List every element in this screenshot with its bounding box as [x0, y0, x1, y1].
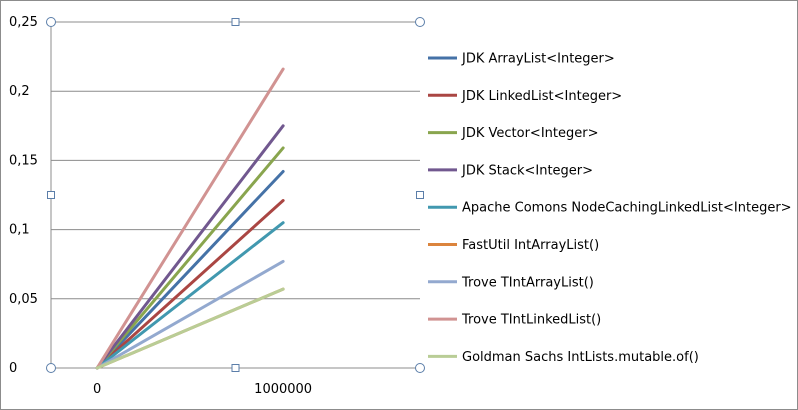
y-tick-label: 0,25: [9, 15, 38, 30]
legend-item: JDK LinkedList<Integer>: [428, 89, 622, 104]
series-lines: [95, 67, 285, 370]
legend-label: Trove TIntArrayList(): [461, 275, 594, 290]
legend-item: Trove TIntArrayList(): [428, 275, 594, 290]
corner-resize-handle[interactable]: [46, 363, 56, 373]
series-line: [95, 287, 285, 370]
legend-item: JDK Vector<Integer>: [428, 126, 598, 141]
legend-item: Goldman Sachs IntLists.mutable.of(): [428, 350, 699, 365]
y-tick-label: 0,1: [9, 223, 30, 238]
legend-label: Apache Comons NodeCachingLinkedList<Inte…: [462, 201, 792, 216]
series-line: [95, 199, 285, 370]
y-tick-label: 0,15: [9, 153, 38, 168]
series-line: [95, 67, 285, 370]
legend-label: Trove TIntLinkedList(): [461, 313, 601, 328]
legend: JDK ArrayList<Integer> JDK LinkedList<Int…: [428, 52, 792, 365]
legend-item: JDK Stack<Integer>: [428, 163, 593, 178]
y-axis-ticks: 0 0,05 0,1 0,15 0,2 0,25: [9, 15, 38, 376]
plot-area-selection-handles[interactable]: [46, 17, 425, 373]
corner-resize-handle[interactable]: [415, 17, 425, 27]
legend-label: Goldman Sachs IntLists.mutable.of(): [462, 350, 699, 365]
side-resize-handle[interactable]: [231, 364, 240, 372]
gridlines: [50, 21, 420, 369]
legend-label: JDK Stack<Integer>: [461, 163, 593, 178]
legend-item: JDK ArrayList<Integer>: [428, 52, 615, 67]
corner-resize-handle[interactable]: [415, 363, 425, 373]
legend-label: FastUtil IntArrayList(): [462, 238, 599, 253]
side-resize-handle[interactable]: [416, 191, 424, 199]
legend-label: JDK ArrayList<Integer>: [461, 52, 615, 67]
x-tick-label: 1000000: [254, 382, 312, 397]
legend-label: JDK LinkedList<Integer>: [461, 89, 622, 104]
y-tick-label: 0: [9, 361, 17, 376]
legend-label: JDK Vector<Integer>: [461, 126, 598, 141]
series-line: [95, 169, 285, 370]
series-line: [95, 259, 285, 370]
x-tick-label: 0: [93, 382, 101, 397]
legend-item: Trove TIntLinkedList(): [428, 313, 601, 328]
series-line: [95, 146, 285, 370]
legend-item: FastUtil IntArrayList(): [428, 238, 599, 253]
side-resize-handle[interactable]: [47, 191, 55, 199]
y-tick-label: 0,2: [9, 84, 30, 99]
y-tick-label: 0,05: [9, 292, 38, 307]
series-line: [95, 124, 285, 370]
corner-resize-handle[interactable]: [46, 17, 56, 27]
side-resize-handle[interactable]: [231, 18, 240, 26]
legend-item: Apache Comons NodeCachingLinkedList<Inte…: [428, 201, 792, 216]
x-axis-ticks: 0 1000000: [93, 382, 312, 397]
series-line: [95, 221, 285, 370]
